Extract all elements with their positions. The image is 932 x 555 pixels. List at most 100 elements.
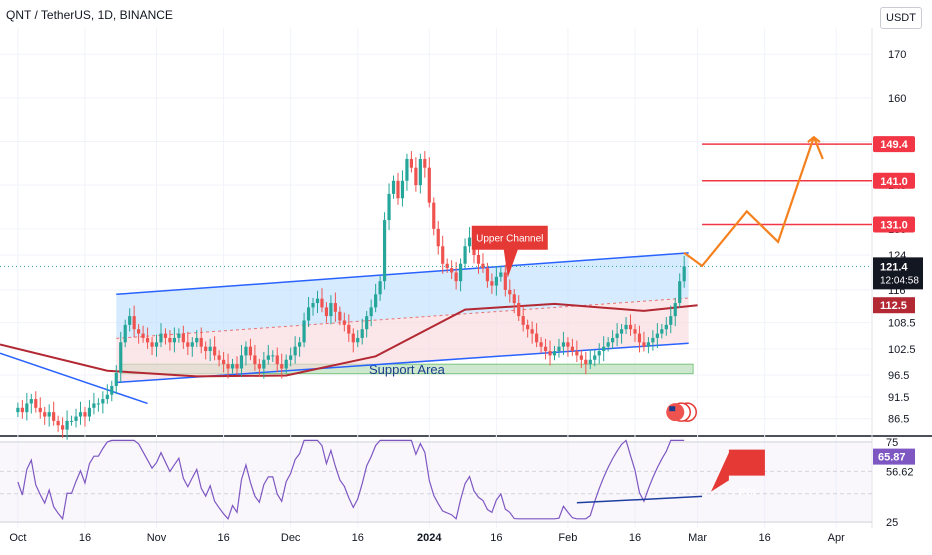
candle-body <box>181 333 185 343</box>
candle-body <box>289 355 293 360</box>
candle-body <box>535 333 539 343</box>
candle-body <box>503 272 507 290</box>
currency-selector[interactable]: USDT <box>880 7 922 29</box>
candle-body <box>333 303 337 312</box>
candle-body <box>651 337 655 343</box>
candle-body <box>615 333 619 338</box>
candle-body <box>619 329 624 334</box>
candle-body <box>123 324 127 343</box>
candle-body <box>521 316 525 325</box>
x-tick-label: 16 <box>490 532 502 544</box>
candle-body <box>168 337 172 343</box>
candle-body <box>61 425 65 430</box>
candle-body <box>230 364 235 369</box>
candle-body <box>306 307 311 321</box>
rsi-value-badge <box>873 448 915 465</box>
candle-body <box>445 263 449 269</box>
x-tick-label: 16 <box>79 532 91 544</box>
flag-icon <box>666 403 685 422</box>
candle-body <box>579 355 583 360</box>
candle-body <box>315 298 320 304</box>
candle-body <box>508 289 512 295</box>
candle-body <box>141 333 145 338</box>
candle-body <box>566 342 570 347</box>
candle-body <box>570 346 574 352</box>
candle-body <box>248 346 253 356</box>
x-tick-label: Oct <box>9 532 26 544</box>
candle-body <box>637 333 642 343</box>
candle-body <box>34 399 38 408</box>
candle-body <box>365 316 369 330</box>
candle-body <box>450 268 454 273</box>
rsi-callout <box>711 449 765 492</box>
x-tick-label: Nov <box>147 532 167 544</box>
candle-body <box>163 333 168 338</box>
upper-channel-label: Upper Channel <box>476 234 543 245</box>
rsi-tick-label: 56.62 <box>886 466 914 478</box>
y-tick-label: 160 <box>888 93 906 105</box>
candle-body <box>382 220 387 282</box>
rsi-value-label: 65.87 <box>878 452 906 464</box>
candle-body <box>329 303 333 317</box>
candle-body <box>584 359 588 365</box>
candle-body <box>427 167 431 203</box>
candle-body <box>43 412 47 417</box>
candle-body <box>597 351 601 356</box>
projection-path <box>683 136 815 268</box>
x-tick-label: 16 <box>217 532 229 544</box>
candle-body <box>29 399 33 404</box>
candle-body <box>338 311 342 321</box>
rsi-tick-label: 25 <box>886 517 898 529</box>
candle-body <box>387 193 391 221</box>
candle-body <box>530 329 534 334</box>
candle-body <box>414 167 418 186</box>
candle-body <box>110 385 114 395</box>
candle-body <box>114 372 118 386</box>
moving-average-line <box>0 302 698 378</box>
candle-body <box>575 351 579 356</box>
candle-body <box>119 342 123 373</box>
candle-body <box>517 303 521 317</box>
y-tick-label: 91.5 <box>888 392 909 404</box>
candle-body <box>391 180 396 194</box>
candle-body <box>463 246 467 264</box>
candle-body <box>25 403 29 413</box>
candle-body <box>432 202 436 229</box>
candle-body <box>646 342 651 347</box>
candle-body <box>324 307 329 317</box>
x-tick-label: Dec <box>281 532 301 544</box>
countdown-label: 12:04:58 <box>880 275 919 286</box>
candle-body <box>235 364 239 369</box>
candle-body <box>660 329 664 334</box>
candle-body <box>378 281 382 295</box>
candle-body <box>20 407 24 413</box>
candle-body <box>642 342 646 347</box>
candle-body <box>280 364 284 369</box>
candle-body <box>320 298 324 308</box>
candle-body <box>454 272 458 282</box>
candle-body <box>633 329 637 334</box>
candle-body <box>458 263 463 282</box>
candle-body <box>159 333 163 343</box>
level-label-r3: 149.4 <box>880 139 908 151</box>
x-tick-label: Mar <box>688 532 707 544</box>
candle-body <box>347 324 351 334</box>
candle-body <box>436 228 440 247</box>
candle-body <box>606 342 610 347</box>
rsi-trendline <box>576 495 703 504</box>
candle-body <box>253 355 257 365</box>
candle-body <box>418 158 422 186</box>
rsi-callout-label: RSI <box>739 488 756 499</box>
candle-body <box>96 403 100 405</box>
candle-body <box>52 412 56 421</box>
candle-body <box>499 272 503 277</box>
candle-body <box>226 364 230 369</box>
candle-body <box>302 320 306 343</box>
rsi-tick-label: 75 <box>886 437 898 449</box>
candle-body <box>213 346 217 356</box>
candle-body <box>266 355 270 360</box>
candle-body <box>611 337 615 343</box>
candle-body <box>485 268 490 282</box>
level-label-r2: 141.0 <box>880 176 908 188</box>
